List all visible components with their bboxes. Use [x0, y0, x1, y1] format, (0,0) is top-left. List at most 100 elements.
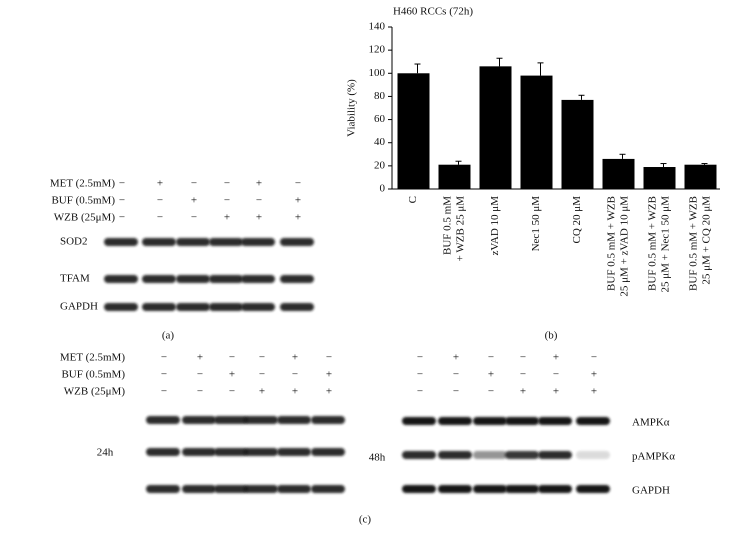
x-tick-label: C	[407, 196, 419, 203]
blot-band	[280, 238, 314, 246]
sign: −	[417, 386, 423, 398]
y-axis-label: Viability (%)	[346, 79, 358, 137]
blot-band	[538, 451, 572, 459]
blot-band	[176, 303, 210, 311]
bar	[561, 99, 594, 189]
blot-band	[146, 485, 180, 493]
x-tick-label: BUF 0.5 mM + WZB	[606, 196, 618, 291]
panel-caption: (a)	[162, 330, 175, 342]
blot-band	[104, 303, 138, 311]
blot-band	[473, 417, 507, 425]
sign: +	[256, 212, 262, 224]
blot-band	[576, 451, 610, 459]
sign: −	[488, 386, 494, 398]
panel-caption: (b)	[545, 330, 558, 342]
time-label: 48h	[369, 452, 386, 464]
sign: +	[553, 386, 559, 398]
blot-band	[505, 451, 539, 459]
sign: −	[119, 178, 125, 190]
blot-band	[277, 416, 311, 424]
sign: +	[553, 352, 559, 364]
y-tick-label: 140	[369, 21, 386, 33]
sign: +	[591, 369, 597, 381]
sign: −	[259, 352, 265, 364]
blot-band	[142, 275, 176, 283]
y-tick-label: 80	[374, 90, 386, 102]
blot-band	[241, 238, 275, 246]
x-tick-label: + WZB 25 μM	[455, 196, 467, 262]
blot-band	[214, 416, 248, 424]
blot-label: AMPKα	[632, 417, 670, 429]
sign: −	[417, 369, 423, 381]
x-tick-label: CQ 20 μM	[571, 196, 583, 244]
blot-band	[505, 417, 539, 425]
blot-band	[214, 485, 248, 493]
blot-band	[505, 485, 539, 493]
blot-label: TFAM	[60, 273, 90, 285]
blot-band	[142, 238, 176, 246]
blot-band	[438, 485, 472, 493]
blot-band	[311, 448, 345, 456]
blot-band	[209, 303, 243, 311]
blot-band	[176, 238, 210, 246]
blot-band	[176, 275, 210, 283]
bar	[397, 73, 430, 189]
blot-band	[244, 485, 278, 493]
sign: −	[292, 369, 298, 381]
blot-band	[104, 275, 138, 283]
blot-band	[277, 448, 311, 456]
blot-band	[146, 448, 180, 456]
blot-band	[182, 485, 216, 493]
blot-band	[576, 417, 610, 425]
sign: −	[453, 369, 459, 381]
bar	[643, 167, 676, 189]
sign: −	[417, 352, 423, 364]
sign: +	[157, 178, 163, 190]
x-tick-label: Nec1 50 μM	[530, 196, 542, 252]
sign: +	[591, 386, 597, 398]
blot-label: pAMPKα	[632, 451, 675, 463]
sign: −	[591, 352, 597, 364]
sign: −	[326, 352, 332, 364]
bar	[684, 164, 717, 189]
blot-band	[402, 417, 436, 425]
sign: −	[161, 369, 167, 381]
blot-band	[241, 303, 275, 311]
sign: −	[119, 195, 125, 207]
blot-band	[209, 275, 243, 283]
blot-band	[104, 238, 138, 246]
sign: −	[161, 352, 167, 364]
bar	[520, 75, 553, 189]
sign: −	[197, 386, 203, 398]
sign: +	[224, 212, 230, 224]
sign: −	[161, 386, 167, 398]
treatment-label: BUF (0.5mM)	[61, 369, 125, 381]
sign: −	[191, 178, 197, 190]
treatment-label: WZB (25μM)	[54, 212, 116, 224]
blot-band	[538, 417, 572, 425]
blot-band	[182, 448, 216, 456]
sign: +	[292, 386, 298, 398]
sign: −	[157, 195, 163, 207]
time-label: 24h	[97, 447, 114, 459]
sign: +	[488, 369, 494, 381]
sign: −	[224, 178, 230, 190]
blot-band	[473, 485, 507, 493]
bar	[479, 66, 512, 189]
sign: −	[259, 369, 265, 381]
blot-band	[277, 485, 311, 493]
panel-caption: (c)	[359, 514, 372, 526]
blot-band	[209, 238, 243, 246]
blot-label: GAPDH	[60, 301, 98, 313]
sign: −	[119, 212, 125, 224]
y-tick-label: 60	[374, 113, 386, 125]
treatment-label: BUF (0.5mM)	[51, 195, 115, 207]
sign: −	[520, 352, 526, 364]
sign: −	[224, 195, 230, 207]
blot-band	[182, 416, 216, 424]
y-tick-label: 20	[374, 159, 386, 171]
sign: +	[197, 352, 203, 364]
sign: +	[326, 369, 332, 381]
blot-band	[473, 451, 507, 459]
